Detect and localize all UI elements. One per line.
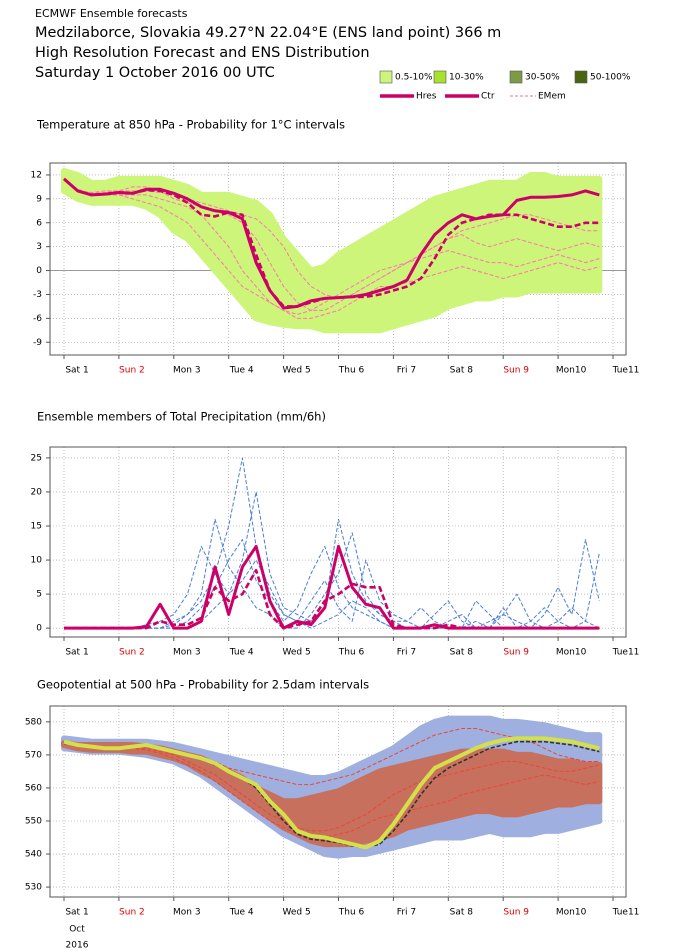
legend-swatch	[574, 70, 588, 84]
series-line	[64, 539, 600, 629]
x-tick-label: Mon 3	[173, 908, 201, 918]
legend-label: 10-30%	[449, 73, 484, 83]
x-tick-label: Fri 7	[397, 366, 416, 376]
chart: Temperature at 850 hPa - Probability for…	[31, 118, 640, 376]
series-line	[63, 741, 600, 838]
x-tick-label: Mon10	[556, 648, 587, 658]
y-tick-label: 12	[31, 170, 42, 180]
chart: Geopotential at 500 hPa - Probability fo…	[25, 678, 640, 951]
y-tick-label: 570	[25, 750, 42, 760]
y-tick-label: 20	[31, 487, 43, 497]
header-line: High Resolution Forecast and ENS Distrib…	[35, 45, 370, 61]
series-line	[63, 178, 600, 319]
x-tick-label: Sat 8	[450, 908, 474, 918]
x-tick-label: Thu 6	[338, 366, 365, 376]
x-tick-label: Mon10	[556, 366, 587, 376]
legend-swatch	[433, 70, 447, 84]
date-label: Oct	[69, 925, 85, 935]
series-line	[63, 178, 600, 311]
y-tick-label: -3	[33, 290, 42, 300]
chart-title: Ensemble members of Total Precipitation …	[37, 410, 326, 424]
chart-title: Geopotential at 500 hPa - Probability fo…	[37, 678, 369, 692]
legend-label: Ctr	[481, 92, 495, 102]
plot-frame	[49, 705, 627, 898]
x-tick-label: Wed 5	[282, 366, 310, 376]
date-label: 2016	[66, 941, 89, 951]
series-line	[63, 177, 600, 310]
y-tick-label: 0	[36, 624, 42, 634]
x-tick-label: Fri 7	[397, 648, 416, 658]
chart: Ensemble members of Total Precipitation …	[31, 410, 640, 658]
y-tick-label: 10	[31, 556, 43, 566]
series-line	[63, 741, 600, 832]
x-tick-label: Thu 6	[338, 648, 365, 658]
x-tick-label: Sat 8	[450, 366, 474, 376]
y-tick-label: 6	[36, 218, 42, 228]
series-line	[63, 736, 600, 850]
y-tick-label: 0	[36, 266, 42, 276]
legend-label: Hres	[416, 92, 437, 102]
series-line	[63, 728, 600, 786]
x-tick-label: Tue11	[612, 648, 640, 658]
x-tick-label: Tue11	[612, 366, 640, 376]
legend-swatch	[509, 70, 523, 84]
legend-label: EMem	[538, 92, 566, 102]
x-tick-label: Mon 3	[173, 648, 201, 658]
y-tick-label: -6	[33, 314, 42, 324]
x-tick-label: Sun 2	[119, 366, 145, 376]
series-line	[64, 544, 600, 630]
header-line: Saturday 1 October 2016 00 UTC	[35, 65, 275, 81]
y-tick-label: 3	[36, 242, 42, 252]
legend-label: 30-50%	[525, 73, 560, 83]
plot-frame	[49, 446, 627, 638]
x-tick-label: Sun 9	[503, 648, 529, 658]
legend-label: 50-100%	[590, 73, 631, 83]
y-tick-label: 5	[36, 590, 42, 600]
y-tick-label: 580	[25, 717, 42, 727]
y-tick-label: -9	[33, 338, 42, 348]
y-tick-label: 15	[31, 521, 42, 531]
x-tick-label: Sun 9	[503, 366, 529, 376]
y-tick-label: 9	[36, 194, 42, 204]
x-tick-label: Sat 1	[65, 648, 88, 658]
y-tick-label: 530	[25, 883, 42, 893]
y-tick-label: 25	[31, 453, 42, 463]
x-tick-label: Tue11	[612, 908, 640, 918]
y-tick-label: 550	[25, 816, 42, 826]
header-line: ECMWF Ensemble forecasts	[35, 7, 188, 20]
x-tick-label: Mon 3	[173, 366, 201, 376]
legend-label: 0.5-10%	[395, 73, 433, 83]
x-tick-label: Sat 8	[450, 648, 474, 658]
series-line	[63, 740, 600, 849]
plot-frame	[49, 162, 627, 356]
x-tick-label: Tue 4	[229, 366, 254, 376]
x-tick-label: Tue 4	[229, 648, 254, 658]
x-tick-label: Sat 1	[65, 366, 88, 376]
series-line	[64, 491, 600, 629]
x-tick-label: Sun 2	[119, 908, 145, 918]
x-tick-label: Thu 6	[338, 908, 365, 918]
plot-area	[61, 168, 603, 334]
x-tick-label: Wed 5	[282, 648, 310, 658]
header-line: Medzilaborce, Slovakia 49.27°N 22.04°E (…	[35, 25, 501, 41]
x-tick-label: Sun 9	[503, 908, 529, 918]
series-line	[64, 457, 600, 629]
x-tick-label: Sun 2	[119, 648, 145, 658]
plot-area	[61, 715, 603, 859]
plot-area	[64, 457, 600, 630]
series-line	[64, 518, 600, 629]
y-tick-label: 560	[25, 783, 42, 793]
x-tick-label: Fri 7	[397, 908, 416, 918]
legend-swatch	[379, 70, 393, 84]
x-tick-label: Mon10	[556, 908, 587, 918]
x-tick-label: Tue 4	[229, 908, 254, 918]
y-tick-label: 540	[25, 850, 42, 860]
chart-title: Temperature at 850 hPa - Probability for…	[36, 118, 345, 132]
x-tick-label: Wed 5	[282, 908, 310, 918]
x-tick-label: Sat 1	[65, 908, 88, 918]
